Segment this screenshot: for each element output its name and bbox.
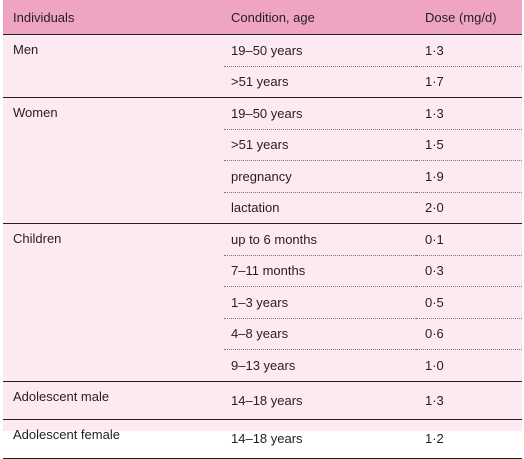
table-row: >51 years 1·5 <box>3 129 522 161</box>
condition-age-cell: 19–50 years <box>224 97 416 130</box>
table-row: 4–8 years 0·6 <box>3 318 522 350</box>
dose-cell: 1·3 <box>416 34 522 67</box>
condition-age-cell: 14–18 years <box>224 381 416 420</box>
dose-cell: 1·3 <box>416 97 522 130</box>
dose-cell: 2·0 <box>416 192 522 224</box>
table-row: Adolescent female 14–18 years 1·2 <box>3 419 522 459</box>
table-row: Adolescent male 14–18 years 1·3 <box>3 381 522 420</box>
header-individuals: Individuals <box>3 0 224 35</box>
table-row: 7–11 months 0·3 <box>3 255 522 287</box>
dose-cell: 0·6 <box>416 318 522 350</box>
individual-group-label: Adolescent female <box>3 419 224 459</box>
condition-age-cell: 19–50 years <box>224 34 416 67</box>
dose-cell: 1·3 <box>416 381 522 420</box>
table-row: 9–13 years 1·0 <box>3 349 522 382</box>
dose-table: Individuals Condition, age Dose (mg/d) M… <box>3 0 522 459</box>
condition-age-cell: 9–13 years <box>224 349 416 382</box>
individual-group-label: Children <box>3 223 224 382</box>
table-row: >51 years 1·7 <box>3 66 522 98</box>
table-row: Children up to 6 months 0·1 <box>3 223 522 382</box>
condition-age-cell: 1–3 years <box>224 286 416 319</box>
condition-age-cell: 14–18 years <box>224 419 416 459</box>
table-header-row: Individuals Condition, age Dose (mg/d) <box>3 0 522 35</box>
table-row: Men 19–50 years 1·3 <box>3 34 522 98</box>
condition-age-cell: up to 6 months <box>224 223 416 256</box>
dose-cell: 1·7 <box>416 66 522 98</box>
condition-age-cell: pregnancy <box>224 160 416 193</box>
dose-cell: 1·9 <box>416 160 522 193</box>
table-row: lactation 2·0 <box>3 192 522 224</box>
individual-group-label: Women <box>3 97 224 224</box>
table-row: pregnancy 1·9 <box>3 160 522 193</box>
individual-group-label: Men <box>3 34 224 98</box>
dose-cell: 0·3 <box>416 255 522 287</box>
header-condition-age: Condition, age <box>224 0 416 35</box>
table-body: Men 19–50 years 1·3 >51 years 1·7 Women 19–50 … <box>3 34 522 459</box>
dose-cell: 1·0 <box>416 349 522 382</box>
dose-cell: 1·2 <box>416 419 522 459</box>
condition-age-cell: >51 years <box>224 129 416 161</box>
dose-table-container: Individuals Condition, age Dose (mg/d) M… <box>3 0 522 459</box>
condition-age-cell: >51 years <box>224 66 416 98</box>
table-row: Women 19–50 years 1·3 <box>3 97 522 224</box>
dose-cell: 1·5 <box>416 129 522 161</box>
condition-age-cell: 4–8 years <box>224 318 416 350</box>
header-dose: Dose (mg/d) <box>416 0 522 35</box>
dose-cell: 0·5 <box>416 286 522 319</box>
individual-group-label: Adolescent male <box>3 381 224 420</box>
condition-age-cell: 7–11 months <box>224 255 416 287</box>
table-row: 1–3 years 0·5 <box>3 286 522 319</box>
condition-age-cell: lactation <box>224 192 416 224</box>
dose-cell: 0·1 <box>416 223 522 256</box>
